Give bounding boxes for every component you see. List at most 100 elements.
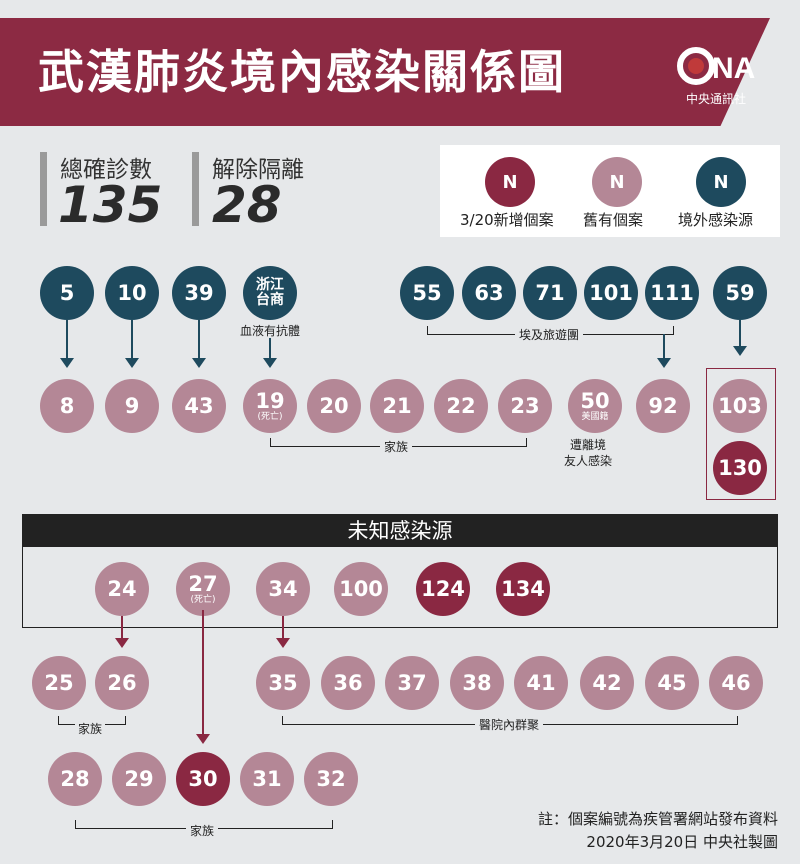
- confirmed-value: 135: [58, 176, 163, 234]
- released-value: 28: [212, 176, 282, 234]
- arrowhead-59-103: [733, 346, 747, 356]
- source-note: 註：個案編號為疾管署網站發布資料: [537, 810, 778, 828]
- case-24: 24: [95, 562, 149, 616]
- arrowhead-34-35: [276, 638, 290, 648]
- case-28: 28: [48, 752, 102, 806]
- egypt-tour-caption: 埃及旅遊團: [515, 326, 584, 343]
- case-27-number: 27: [188, 571, 218, 596]
- case-42: 42: [580, 656, 634, 710]
- case-41: 41: [514, 656, 568, 710]
- case-20: 20: [307, 379, 361, 433]
- zhejiang-caption: 血液有抗體: [240, 324, 301, 338]
- arrow-34-35: [282, 616, 284, 640]
- case-59: 59: [713, 266, 767, 320]
- arrow-39-43: [198, 320, 200, 360]
- case-130: 130: [713, 441, 767, 495]
- arrow-59-103: [739, 320, 741, 348]
- case-43: 43: [172, 379, 226, 433]
- cna-logo: NA 中央通訊社: [668, 40, 778, 112]
- page-title: 武漢肺炎境內感染關係圖: [38, 45, 566, 99]
- stat-bar-confirmed: [40, 152, 47, 226]
- case-29: 29: [112, 752, 166, 806]
- arrow-zhejiang-19: [269, 338, 271, 360]
- legend-new-swatch: N: [485, 157, 535, 207]
- family-caption-19-23: 家族: [380, 438, 413, 455]
- arrowhead-5-8: [60, 358, 74, 368]
- released-label: 解除隔離: [212, 157, 304, 183]
- case-124: 124: [416, 562, 470, 616]
- legend-imported-swatch: N: [696, 157, 746, 207]
- case-34: 34: [256, 562, 310, 616]
- case-10: 10: [105, 266, 159, 320]
- case-103: 103: [713, 379, 767, 433]
- hospital-cluster-caption: 醫院內群聚: [475, 716, 544, 733]
- case-92: 92: [636, 379, 690, 433]
- logo-text: 中央通訊社: [686, 92, 747, 106]
- case-134: 134: [496, 562, 550, 616]
- case-30: 30: [176, 752, 230, 806]
- case-111: 111: [645, 266, 699, 320]
- case-27-note: (死亡): [190, 594, 216, 605]
- case-63: 63: [462, 266, 516, 320]
- svg-text:NA: NA: [712, 52, 755, 85]
- case-103-group-box: [706, 368, 776, 500]
- case-19-number: 19: [255, 388, 285, 413]
- case-101: 101: [584, 266, 638, 320]
- case-55: 55: [400, 266, 454, 320]
- arrowhead-27-30: [196, 734, 210, 744]
- cna-logo-icon: NA: [677, 47, 755, 85]
- case-19-note: (死亡): [257, 411, 283, 422]
- case-21: 21: [370, 379, 424, 433]
- zhejiang-line2: 台商: [256, 292, 284, 308]
- case-31: 31: [240, 752, 294, 806]
- arrowhead-10-9: [125, 358, 139, 368]
- case-9: 9: [105, 379, 159, 433]
- arrow-27-30: [202, 610, 204, 736]
- case-38: 38: [450, 656, 504, 710]
- legend-new-label: 3/20新增個案: [460, 211, 554, 229]
- unknown-source-header: 未知感染源: [22, 514, 778, 546]
- arrowhead-egypt-92: [657, 358, 671, 368]
- case-100: 100: [334, 562, 388, 616]
- arrowhead-24-26: [115, 638, 129, 648]
- confirmed-label: 總確診數: [60, 157, 152, 183]
- arrow-5-8: [66, 320, 68, 360]
- case-19: 19 (死亡): [243, 379, 297, 433]
- case-22: 22: [434, 379, 488, 433]
- arrowhead-39-43: [192, 358, 206, 368]
- family-caption-25-26: 家族: [75, 720, 106, 737]
- arrow-24-26: [121, 616, 123, 640]
- credit-line: 2020年3月20日 中央社製圖: [586, 832, 778, 851]
- legend-old-label: 舊有個案: [583, 211, 644, 229]
- case-50-number: 50: [580, 388, 610, 413]
- legend-imported-label: 境外感染源: [678, 211, 754, 229]
- family-caption-28-32: 家族: [186, 822, 219, 839]
- case-50-caption-1: 遭離境: [570, 438, 607, 452]
- case-37: 37: [385, 656, 439, 710]
- case-50: 50 美國籍: [568, 379, 622, 433]
- case-8: 8: [40, 379, 94, 433]
- arrow-10-9: [131, 320, 133, 360]
- case-50-note: 美國籍: [581, 411, 609, 422]
- legend-old-swatch: N: [592, 157, 642, 207]
- case-35: 35: [256, 656, 310, 710]
- title-banner: [0, 18, 720, 126]
- unknown-source-box: [22, 546, 778, 628]
- legend: N 3/20新增個案 N 舊有個案 N 境外感染源: [440, 145, 780, 237]
- case-36: 36: [321, 656, 375, 710]
- case-71: 71: [523, 266, 577, 320]
- arrowhead-zhejiang-19: [263, 358, 277, 368]
- case-32: 32: [304, 752, 358, 806]
- case-46: 46: [709, 656, 763, 710]
- case-26: 26: [95, 656, 149, 710]
- case-27: 27 (死亡): [176, 562, 230, 616]
- case-5: 5: [40, 266, 94, 320]
- arrow-egypt-92: [663, 334, 665, 360]
- case-50-caption-2: 友人感染: [564, 454, 613, 468]
- zhejiang-line1: 浙江: [256, 276, 284, 293]
- stat-bar-released: [192, 152, 199, 226]
- case-23: 23: [498, 379, 552, 433]
- case-45: 45: [645, 656, 699, 710]
- zhejiang-businessman: 浙江 台商: [243, 266, 297, 320]
- case-39: 39: [172, 266, 226, 320]
